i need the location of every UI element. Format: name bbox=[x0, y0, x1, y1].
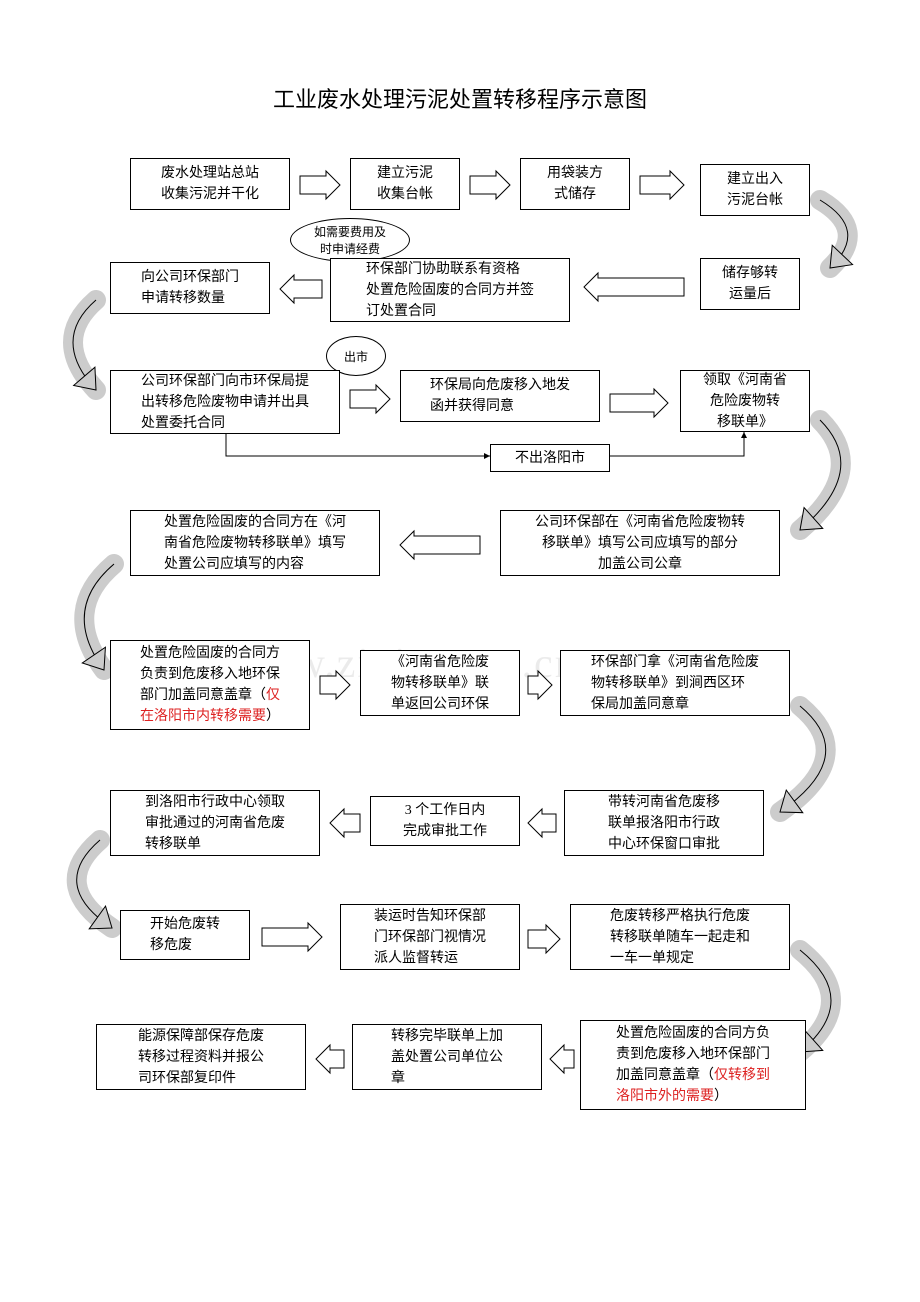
node-text: 《河南省危险废物转移联单》联单返回公司环保 bbox=[391, 652, 489, 715]
block-arrow bbox=[640, 171, 684, 199]
block-arrow bbox=[470, 171, 510, 199]
block-arrow bbox=[584, 273, 684, 301]
node-n5: 向公司环保部门申请转移数量 bbox=[110, 262, 270, 314]
block-arrow bbox=[400, 531, 480, 559]
node-n13: 处置危险固废的合同方负责到危废移入地环保部门加盖同意盖章（仅在洛阳市内转移需要） bbox=[110, 640, 310, 730]
node-text: 环保部门协助联系有资格处置危险固废的合同方并签订处置合同 bbox=[366, 259, 534, 322]
node-text: 建立污泥收集台帐 bbox=[377, 163, 433, 205]
node-n23: 转移完毕联单上加盖处置公司单位公章 bbox=[352, 1024, 542, 1090]
block-arrow bbox=[528, 671, 552, 699]
node-text: 废水处理站总站收集污泥并干化 bbox=[161, 163, 259, 205]
node-text: 如需要费用及时申请经费 bbox=[314, 223, 386, 257]
node-n4: 建立出入污泥台帐 bbox=[700, 164, 810, 216]
node-c1: 如需要费用及时申请经费 bbox=[290, 218, 410, 262]
node-lab1: 不出洛阳市 bbox=[490, 444, 610, 472]
node-n16: 到洛阳市行政中心领取审批通过的河南省危废转移联单 bbox=[110, 790, 320, 856]
node-text: 3 个工作日内完成审批工作 bbox=[403, 800, 487, 842]
block-arrow bbox=[610, 389, 668, 417]
block-arrow bbox=[550, 1045, 574, 1073]
node-n7: 储存够转运量后 bbox=[700, 258, 800, 310]
node-text: 处置危险固废的合同方在《河南省危险废物转移联单》填写处置公司应填写的内容 bbox=[164, 512, 346, 575]
node-n8: 公司环保部门向市环保局提出转移危险废物申请并出具处置委托合同 bbox=[110, 370, 340, 434]
block-arrow bbox=[262, 923, 322, 951]
node-text: 用袋装方式储存 bbox=[547, 163, 603, 205]
node-text: 带转河南省危废移联单报洛阳市行政中心环保窗口审批 bbox=[608, 792, 720, 855]
node-text: 装运时告知环保部门环保部门视情况派人监督转运 bbox=[374, 906, 486, 969]
node-n2: 建立污泥收集台帐 bbox=[350, 158, 460, 210]
block-arrow bbox=[316, 1045, 344, 1073]
curved-arrow bbox=[780, 706, 826, 813]
node-n19: 开始危废转移危废 bbox=[120, 910, 250, 960]
node-n17: 3 个工作日内完成审批工作 bbox=[370, 796, 520, 846]
node-n20: 装运时告知环保部门环保部门视情况派人监督转运 bbox=[340, 904, 520, 970]
node-n14: 《河南省危险废物转移联单》联单返回公司环保 bbox=[360, 650, 520, 716]
node-n24: 处置危险固废的合同方负责到危废移入地环保部门加盖同意盖章（仅转移到洛阳市外的需要… bbox=[580, 1020, 806, 1110]
node-text: 出市 bbox=[344, 348, 368, 365]
curved-arrow bbox=[73, 300, 96, 390]
node-n10: 领取《河南省危险废物转移联单》 bbox=[680, 370, 810, 432]
node-n11: 处置危险固废的合同方在《河南省危险废物转移联单》填写处置公司应填写的内容 bbox=[130, 510, 380, 576]
node-text: 公司环保部门向市环保局提出转移危险废物申请并出具处置委托合同 bbox=[141, 371, 309, 434]
node-n6: 环保部门协助联系有资格处置危险固废的合同方并签订处置合同 bbox=[330, 258, 570, 322]
edge-line bbox=[226, 434, 490, 456]
node-text: 环保部门拿《河南省危险废物转移联单》到涧西区环保局加盖同意章 bbox=[591, 652, 759, 715]
node-text: 转移完毕联单上加盖处置公司单位公章 bbox=[391, 1026, 503, 1089]
node-text: 储存够转运量后 bbox=[722, 263, 778, 305]
node-n1: 废水处理站总站收集污泥并干化 bbox=[130, 158, 290, 210]
curved-arrow bbox=[800, 420, 841, 530]
node-n15: 环保部门拿《河南省危险废物转移联单》到涧西区环保局加盖同意章 bbox=[560, 650, 790, 716]
curved-arrow bbox=[820, 200, 853, 268]
node-n9: 环保局向危废移入地发函并获得同意 bbox=[400, 370, 600, 422]
node-text: 危废转移严格执行危废转移联单随车一起走和一车一单规定 bbox=[610, 906, 750, 969]
node-text: 处置危险固废的合同方负责到危废移入地环保部门加盖同意盖章（仅转移到洛阳市外的需要… bbox=[616, 1023, 770, 1107]
block-arrow bbox=[528, 809, 556, 837]
node-n3: 用袋装方式储存 bbox=[520, 158, 630, 210]
block-arrow bbox=[280, 275, 322, 303]
curved-arrow bbox=[77, 840, 112, 929]
node-text: 建立出入污泥台帐 bbox=[727, 169, 783, 211]
node-text: 能源保障部保存危废转移过程资料并报公司环保部复印件 bbox=[138, 1026, 264, 1089]
node-n18: 带转河南省危废移联单报洛阳市行政中心环保窗口审批 bbox=[564, 790, 764, 856]
node-n12: 公司环保部在《河南省危险废物转移联单》填写公司应填写的部分加盖公司公章 bbox=[500, 510, 780, 576]
node-n22: 能源保障部保存危废转移过程资料并报公司环保部复印件 bbox=[96, 1024, 306, 1090]
node-text: 开始危废转移危废 bbox=[150, 914, 220, 956]
block-arrow bbox=[300, 171, 340, 199]
block-arrow bbox=[350, 385, 390, 413]
node-text: 到洛阳市行政中心领取审批通过的河南省危废转移联单 bbox=[145, 792, 285, 855]
block-arrow bbox=[320, 671, 350, 699]
node-text: 不出洛阳市 bbox=[515, 448, 585, 469]
node-text: 环保局向危废移入地发函并获得同意 bbox=[430, 375, 570, 417]
edge-line bbox=[610, 432, 744, 456]
node-text: 公司环保部在《河南省危险废物转移联单》填写公司应填写的部分加盖公司公章 bbox=[535, 512, 745, 575]
node-text: 处置危险固废的合同方负责到危废移入地环保部门加盖同意盖章（仅在洛阳市内转移需要） bbox=[140, 643, 280, 727]
block-arrow bbox=[528, 925, 560, 953]
node-n21: 危废转移严格执行危废转移联单随车一起走和一车一单规定 bbox=[570, 904, 790, 970]
block-arrow bbox=[330, 809, 360, 837]
node-text: 向公司环保部门申请转移数量 bbox=[141, 267, 239, 309]
diagram-title: 工业废水处理污泥处置转移程序示意图 bbox=[0, 82, 920, 114]
node-text: 领取《河南省危险废物转移联单》 bbox=[703, 370, 787, 433]
